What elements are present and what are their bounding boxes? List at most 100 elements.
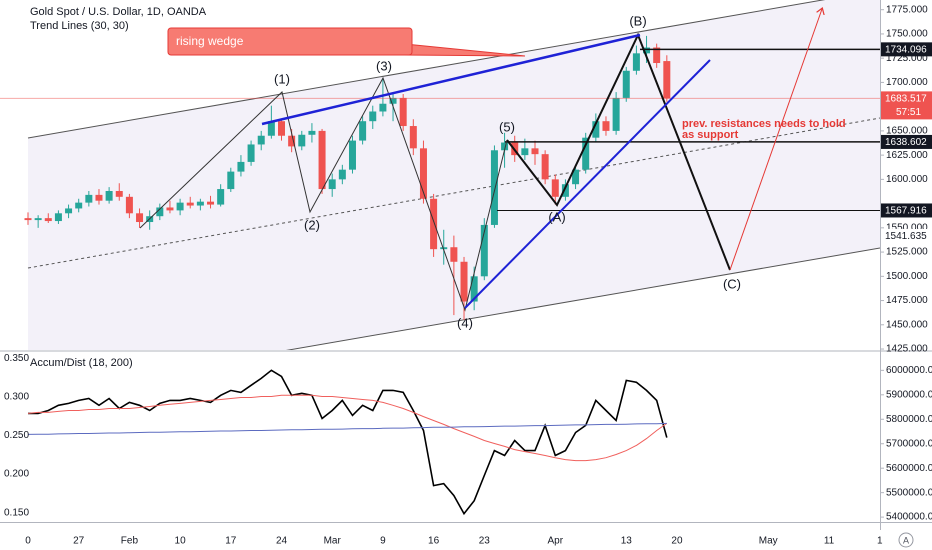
drawings-front bbox=[139, 9, 822, 312]
wave-label: (A) bbox=[548, 209, 565, 224]
x-tick-label: 16 bbox=[428, 536, 440, 547]
y-tick-label: 1425.000 bbox=[886, 344, 928, 355]
x-tick-label: 1 bbox=[877, 536, 883, 547]
y-tick-label: 1500.000 bbox=[886, 271, 928, 282]
candle-body bbox=[430, 198, 438, 250]
chart-title: Gold Spot / U.S. Dollar, 1D, OANDA bbox=[30, 6, 207, 18]
candle-body bbox=[298, 134, 306, 147]
y2-tick-label: 5800000.000 bbox=[886, 414, 932, 425]
candle-body bbox=[105, 190, 113, 201]
candle-body bbox=[267, 121, 275, 136]
x-tick-label: Feb bbox=[121, 536, 139, 547]
candle-body bbox=[75, 202, 83, 209]
last-price-label: 1683.517 bbox=[885, 94, 927, 105]
wave-label: (1) bbox=[274, 71, 290, 86]
candle-body bbox=[54, 213, 62, 222]
scale-button-label[interactable]: A bbox=[903, 535, 909, 545]
callout-text: rising wedge bbox=[176, 34, 244, 48]
candle-body bbox=[227, 171, 235, 190]
candle-body bbox=[338, 169, 346, 180]
wedge-bottom bbox=[464, 59, 711, 309]
y-tick-label: 1650.000 bbox=[886, 126, 928, 137]
candle-body bbox=[125, 196, 133, 214]
candle-body bbox=[348, 140, 356, 170]
x-tick-label: 13 bbox=[621, 536, 633, 547]
x-tick-label: 20 bbox=[671, 536, 683, 547]
candle-body bbox=[186, 202, 194, 206]
candle-body bbox=[369, 111, 377, 122]
candle-body bbox=[257, 135, 265, 145]
chart-subtitle: Trend Lines (30, 30) bbox=[30, 20, 129, 32]
candle-body bbox=[247, 144, 255, 162]
candle-body bbox=[196, 201, 204, 206]
x-tick-label: 9 bbox=[380, 536, 386, 547]
note-text: as support bbox=[682, 129, 739, 141]
candle-body bbox=[288, 135, 296, 147]
wave-label: (2) bbox=[304, 217, 320, 232]
candle-body bbox=[399, 97, 407, 127]
countdown-label: 57:51 bbox=[896, 107, 921, 118]
channel-lower bbox=[285, 247, 880, 350]
wave-label: (5) bbox=[499, 119, 515, 134]
candle-body bbox=[95, 194, 103, 201]
candle-body bbox=[572, 169, 580, 185]
y2-tick-label: 5500000.000 bbox=[886, 487, 932, 498]
y-tick-label: 1475.000 bbox=[886, 295, 928, 306]
level-label-box bbox=[881, 203, 932, 218]
candle-body bbox=[156, 207, 164, 217]
wave-line bbox=[139, 76, 508, 312]
candle-body bbox=[470, 276, 478, 302]
wave-line-bold bbox=[506, 32, 731, 271]
y2-tick-label: 5600000.000 bbox=[886, 463, 932, 474]
candle-body bbox=[653, 47, 661, 64]
candle-body bbox=[136, 213, 144, 223]
x-tick-label: 0 bbox=[25, 536, 31, 547]
x-tick-label: 11 bbox=[824, 536, 835, 547]
candle-body bbox=[65, 208, 73, 214]
wave-label: (3) bbox=[376, 58, 392, 73]
candle-body bbox=[328, 179, 336, 190]
candle-body bbox=[237, 161, 245, 172]
x-tick-label: Mar bbox=[324, 536, 342, 547]
x-tick-label: 17 bbox=[225, 536, 237, 547]
y-tick-label: 1450.000 bbox=[886, 319, 928, 330]
channel-mid bbox=[27, 117, 880, 269]
candle-body bbox=[318, 130, 326, 190]
indicator-line bbox=[27, 422, 667, 435]
candle-body bbox=[34, 218, 42, 221]
candle-body bbox=[521, 148, 529, 156]
candle-body bbox=[531, 148, 539, 155]
y-tick-label: 1625.000 bbox=[886, 150, 928, 161]
note-text: prev. resistances needs to hold bbox=[682, 118, 846, 130]
x-tick-label: 27 bbox=[73, 536, 85, 547]
level-label: 1567.916 bbox=[885, 206, 927, 217]
level-label: 1734.096 bbox=[885, 44, 927, 55]
channel-upper bbox=[27, 0, 826, 139]
candle-body bbox=[663, 61, 671, 99]
last-price-box bbox=[881, 91, 932, 120]
price-marks bbox=[0, 35, 880, 320]
candle-body bbox=[582, 137, 590, 170]
axes: 1775.000 1750.000 1725.000 1700.000 1650.000… bbox=[4, 4, 932, 547]
candle-body bbox=[551, 179, 559, 197]
y2-tick-label: 5400000.000 bbox=[886, 512, 932, 523]
candle-body bbox=[460, 261, 468, 302]
candle-body bbox=[379, 103, 387, 112]
candle-body bbox=[359, 121, 367, 141]
candle-body bbox=[622, 70, 630, 98]
candle-body bbox=[44, 218, 52, 222]
marker-box bbox=[881, 228, 932, 243]
candle-body bbox=[490, 150, 498, 225]
level-label-box bbox=[881, 42, 932, 57]
scale-button[interactable] bbox=[898, 532, 914, 548]
candle-body bbox=[24, 218, 32, 221]
wave-label: (C) bbox=[723, 276, 741, 291]
candle-body bbox=[207, 201, 215, 205]
candle-body bbox=[592, 121, 600, 138]
candle-body bbox=[643, 47, 651, 54]
x-tick-label: 10 bbox=[175, 536, 187, 547]
y-tick-label: 1525.000 bbox=[886, 247, 928, 258]
candle-body bbox=[612, 97, 620, 131]
candle-body bbox=[440, 247, 448, 250]
